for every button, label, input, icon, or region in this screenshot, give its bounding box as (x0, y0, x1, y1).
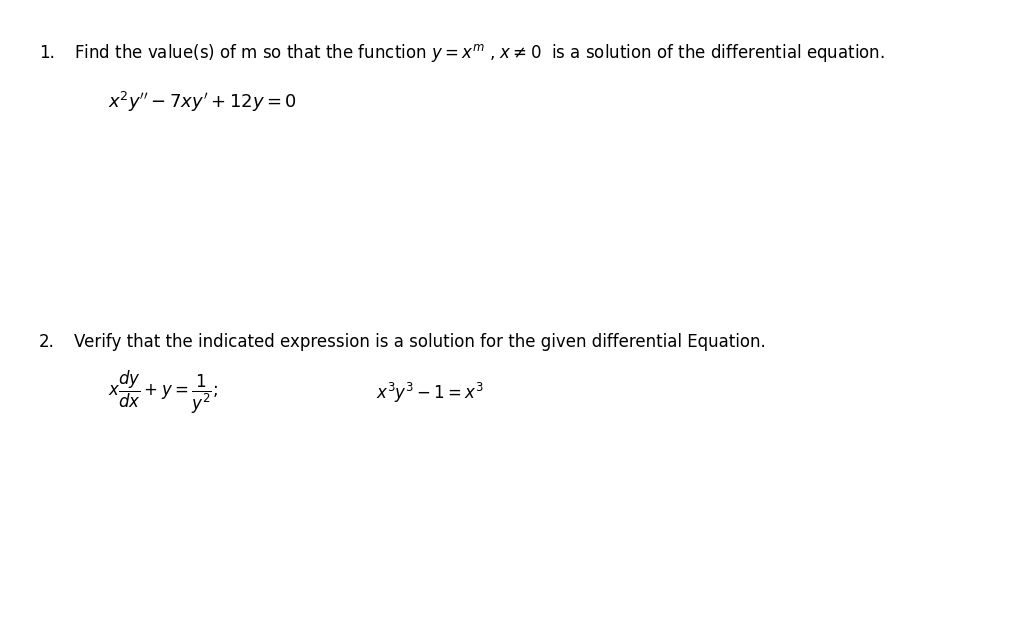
Text: 2.: 2. (39, 333, 55, 351)
Text: Find the value(s) of m so that the function $y = x^m$ , $x \neq 0$  is a solutio: Find the value(s) of m so that the funct… (74, 42, 885, 65)
Text: $x^2y'' - 7xy' + 12y = 0$: $x^2y'' - 7xy' + 12y = 0$ (108, 90, 297, 114)
Text: $x^3y^3 - 1 = x^3$: $x^3y^3 - 1 = x^3$ (376, 381, 484, 404)
Text: Verify that the indicated expression is a solution for the given differential Eq: Verify that the indicated expression is … (74, 333, 766, 351)
Text: $x\dfrac{dy}{dx} + y = \dfrac{1}{y^2};$: $x\dfrac{dy}{dx} + y = \dfrac{1}{y^2};$ (108, 369, 218, 416)
Text: 1.: 1. (39, 45, 55, 62)
